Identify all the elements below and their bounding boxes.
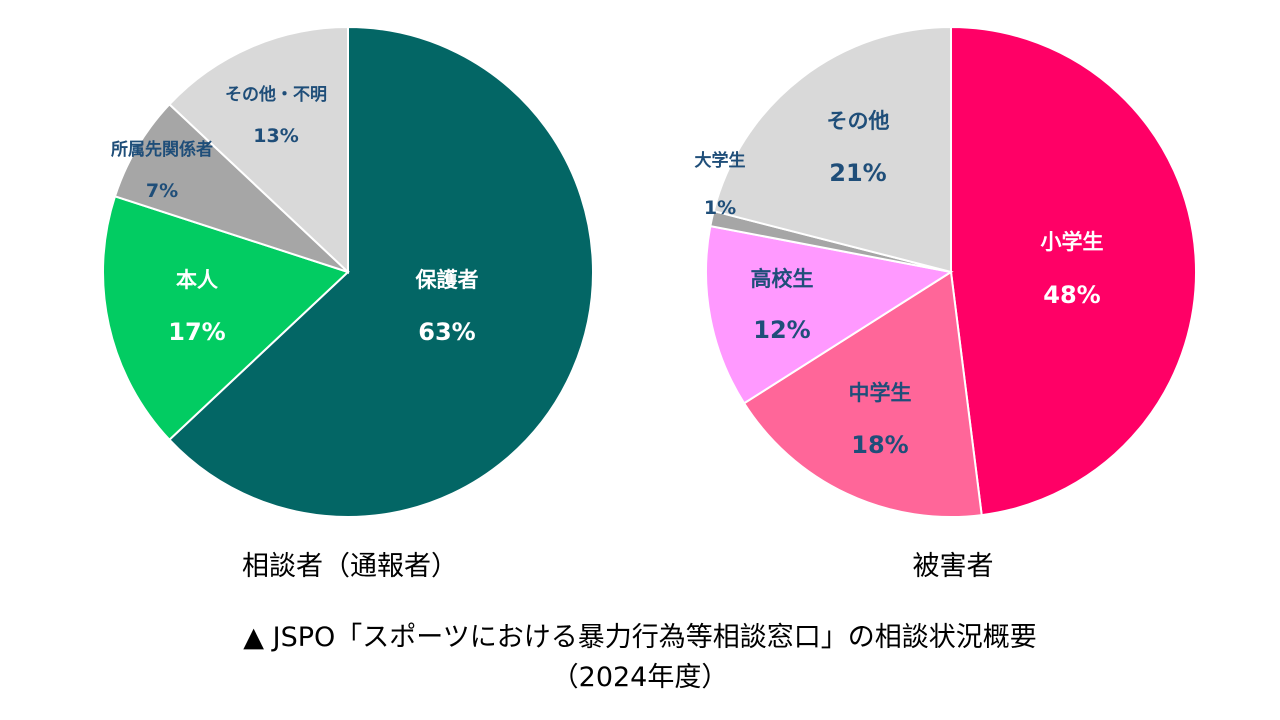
pie-1-slice-1-value: 18% [851, 431, 908, 459]
pie-1-slice-4-value: 21% [829, 159, 886, 187]
pie-0-slice-3 [167, 25, 349, 275]
pie-0-slice-0 [167, 25, 594, 518]
pie-chart-consultants: 保護者 63% 本人 17% 所属先関係者 7% その他・不明 13% [102, 25, 594, 518]
pie-0-slice-0-value: 63% [418, 318, 475, 346]
pie-0-slice-0-label: 保護者 [415, 268, 479, 292]
chart-title-consultants: 相談者（通報者） [242, 551, 458, 582]
pie-1-slice-1-label: 中学生 [849, 381, 912, 405]
pie-0-slice-2-label: 所属先関係者 [111, 139, 213, 160]
pie-0-slice-2 [113, 102, 349, 273]
pie-1-slice-3-label: 大学生 [695, 150, 746, 171]
pie-1-slice-2-label: 高校生 [751, 267, 814, 291]
chart-title-victims: 被害者 [912, 551, 994, 582]
pie-0-slice-1 [102, 195, 350, 442]
pie-1-slice-0 [950, 25, 1197, 517]
pie-0-slice-3-label: その他・不明 [225, 84, 327, 105]
pie-1-slice-2 [705, 224, 954, 405]
pie-1-slice-0-label: 小学生 [1041, 230, 1104, 254]
caption-line-1: ▲ JSPO「スポーツにおける暴力行為等相談窓口」の相談状況概要 [243, 622, 1037, 653]
pie-1-slice-4-label: その他 [827, 109, 890, 133]
pie-1-slice-2-value: 12% [753, 316, 810, 344]
pie-0-slice-1-label: 本人 [176, 268, 218, 292]
figure-caption: ▲ JSPO「スポーツにおける暴力行為等相談窓口」の相談状況概要 （2024年度… [0, 618, 1280, 698]
pie-1-slice-0-value: 48% [1043, 281, 1100, 309]
pie-0-slice-2-value: 7% [146, 180, 178, 202]
pie-1-slice-4 [712, 25, 952, 274]
caption-line-2: （2024年度） [551, 662, 729, 693]
pie-1-slice-1 [742, 270, 983, 518]
pie-1-slice-3-value: 1% [704, 197, 736, 219]
pie-0-slice-1-value: 17% [168, 318, 225, 346]
pie-chart-victims: 小学生 48% 中学生 18% 高校生 12% 大学生 1% その他 21% [695, 25, 1197, 518]
pie-0-slice-3-value: 13% [253, 125, 298, 147]
